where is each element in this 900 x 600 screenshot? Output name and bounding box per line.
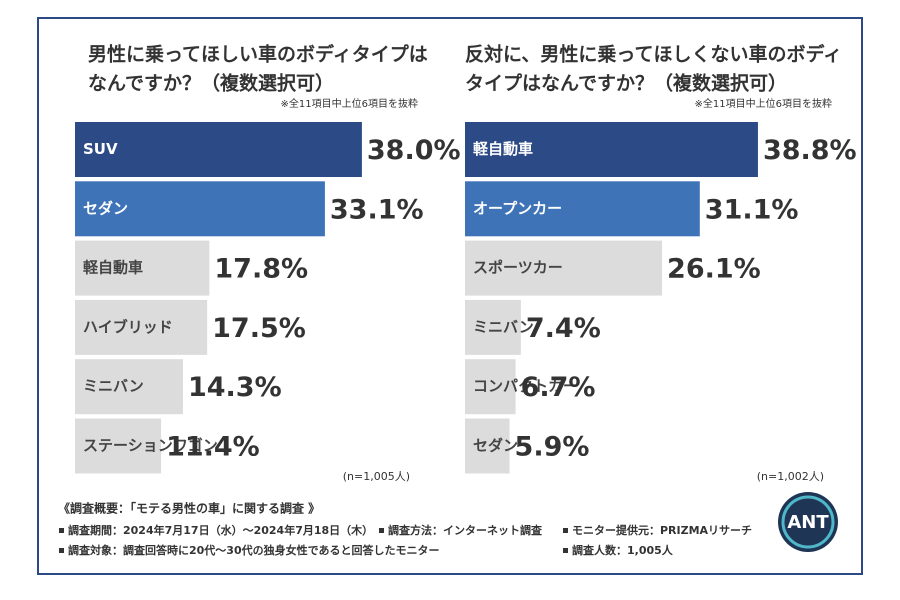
bar [465, 418, 510, 474]
category-label: セダン [473, 437, 518, 455]
bar [465, 122, 758, 177]
note: ※全11項目中上位6項目を抜粋 [281, 97, 418, 110]
bullet [379, 528, 384, 533]
category-label: セダン [83, 199, 128, 217]
frame [37, 17, 863, 575]
category-label: オープンカー [473, 199, 562, 217]
bar [75, 299, 208, 355]
bullet [563, 548, 568, 553]
bar [465, 240, 663, 296]
bullet [563, 528, 568, 533]
chart-title: 男性に乗ってほしい車のボディタイプは [88, 43, 428, 66]
bar [465, 181, 700, 237]
bar [465, 299, 521, 355]
category-label: ミニバン [473, 318, 534, 336]
bullet [59, 548, 64, 553]
category-label: SUV [83, 140, 118, 158]
chart-title: 反対に、男性に乗ってほしくない車のボディ [465, 43, 842, 66]
category-label: ミニバン [83, 377, 144, 395]
category-label: 軽自動車 [473, 140, 533, 158]
sample-size: (n=1,002人) [757, 470, 824, 483]
note: ※全11項目中上位6項目を抜粋 [695, 97, 832, 110]
chart-title: なんですか？（複数選択可） [88, 72, 334, 95]
logo-badge [778, 492, 838, 552]
footer-item: 調査期間：2024年7月17日（水）～2024年7月18日（木） [68, 523, 373, 537]
footer-item: 調査方法：インターネット調査 [388, 523, 542, 537]
value-label: 7.4% [526, 313, 601, 344]
footer-heading: 《調査概要：「モテる男性の車」に関する調査 》 [58, 501, 320, 516]
bar [75, 359, 183, 415]
category-label: 軽自動車 [83, 259, 143, 277]
bar [75, 418, 162, 474]
value-label: 26.1% [667, 254, 761, 285]
category-label: スポーツカー [473, 259, 563, 277]
footer-item: モニター提供元：PRIZMAリサーチ [572, 523, 752, 537]
bar [75, 240, 210, 296]
category-label: ステーションワゴン [83, 437, 218, 455]
value-label: 38.8% [763, 135, 857, 166]
footer-item: 調査人数：1,005人 [572, 543, 674, 557]
category-label: ハイブリッド [83, 318, 173, 336]
value-label: 17.5% [212, 313, 306, 344]
value-label: 33.1% [330, 194, 424, 225]
value-label: 17.8% [214, 254, 308, 285]
value-label: 11.4% [166, 432, 260, 463]
category-label: コンパクトカー [473, 377, 578, 395]
value-label: 5.9% [515, 432, 590, 463]
bullet [59, 528, 64, 533]
bar [465, 359, 516, 415]
value-label: 14.3% [188, 372, 282, 403]
sample-size: (n=1,005人) [343, 470, 410, 483]
logo-ring [781, 495, 835, 549]
value-label: 31.1% [705, 194, 799, 225]
value-label: 6.7% [521, 372, 596, 403]
value-label: 38.0% [367, 135, 461, 166]
bar [75, 181, 325, 237]
bar [75, 122, 362, 177]
chart-title: タイプはなんですか？（複数選択可） [465, 72, 787, 95]
footer-item: 調査対象：調査回答時に20代～30代の独身女性であると回答したモニター [68, 543, 440, 557]
logo-text: ANT [787, 512, 829, 533]
